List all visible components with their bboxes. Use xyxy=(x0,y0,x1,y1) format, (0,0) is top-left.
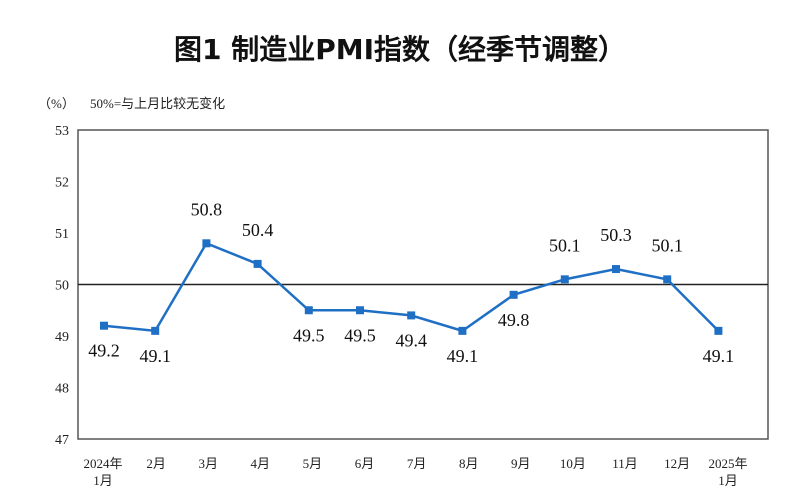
data-point xyxy=(560,275,569,284)
data-label: 49.1 xyxy=(447,346,479,366)
x-tick-label: 12月 xyxy=(664,456,690,471)
data-label: 50.8 xyxy=(191,199,223,219)
y-axis-unit: （%） xyxy=(38,96,75,111)
y-tick-label: 49 xyxy=(55,330,69,345)
data-label: 49.2 xyxy=(88,341,120,361)
x-tick-label: 10月 xyxy=(560,456,586,471)
x-tick-label: 2月 xyxy=(146,456,166,471)
data-label: 49.4 xyxy=(395,330,427,350)
data-point xyxy=(509,290,518,299)
y-tick-label: 53 xyxy=(55,124,69,139)
x-tick-label: 1月 xyxy=(93,473,113,488)
data-label: 49.5 xyxy=(344,325,376,345)
x-tick-label: 2024年 xyxy=(83,456,122,471)
y-tick-label: 51 xyxy=(55,227,69,242)
data-point xyxy=(253,259,262,268)
y-tick-label: 52 xyxy=(55,176,69,191)
x-tick-label: 4月 xyxy=(251,456,271,471)
data-label: 50.1 xyxy=(651,235,683,255)
data-point xyxy=(663,275,672,284)
x-tick-label: 6月 xyxy=(355,456,375,471)
data-point xyxy=(202,239,211,248)
x-tick-label: 8月 xyxy=(459,456,479,471)
x-tick-label: 2025年 xyxy=(708,456,747,471)
data-point xyxy=(714,326,723,335)
data-label: 50.1 xyxy=(549,235,581,255)
x-tick-label: 5月 xyxy=(303,456,323,471)
data-label: 49.1 xyxy=(703,346,735,366)
data-label: 49.1 xyxy=(139,346,171,366)
x-tick-label: 9月 xyxy=(511,456,531,471)
data-point xyxy=(356,306,364,315)
y-tick-label: 50 xyxy=(55,279,69,294)
data-label: 50.4 xyxy=(242,220,274,240)
data-label: 49.5 xyxy=(293,325,325,345)
reference-note: 50%=与上月比较无变化 xyxy=(90,96,226,111)
x-tick-label: 1月 xyxy=(718,473,738,488)
data-point xyxy=(151,326,160,335)
x-tick-label: 11月 xyxy=(612,456,638,471)
x-tick-label: 7月 xyxy=(407,456,427,471)
data-point xyxy=(100,321,108,330)
y-tick-label: 48 xyxy=(55,382,69,397)
data-label: 50.3 xyxy=(600,225,632,245)
x-tick-label: 3月 xyxy=(198,456,218,471)
data-point xyxy=(304,306,313,315)
chart-title: 图1 制造业PMI指数（经季节调整） xyxy=(173,33,627,66)
data-label: 49.8 xyxy=(498,310,530,330)
data-point xyxy=(612,265,620,274)
y-tick-label: 47 xyxy=(55,433,69,448)
data-point xyxy=(407,311,416,320)
data-point xyxy=(458,326,467,335)
